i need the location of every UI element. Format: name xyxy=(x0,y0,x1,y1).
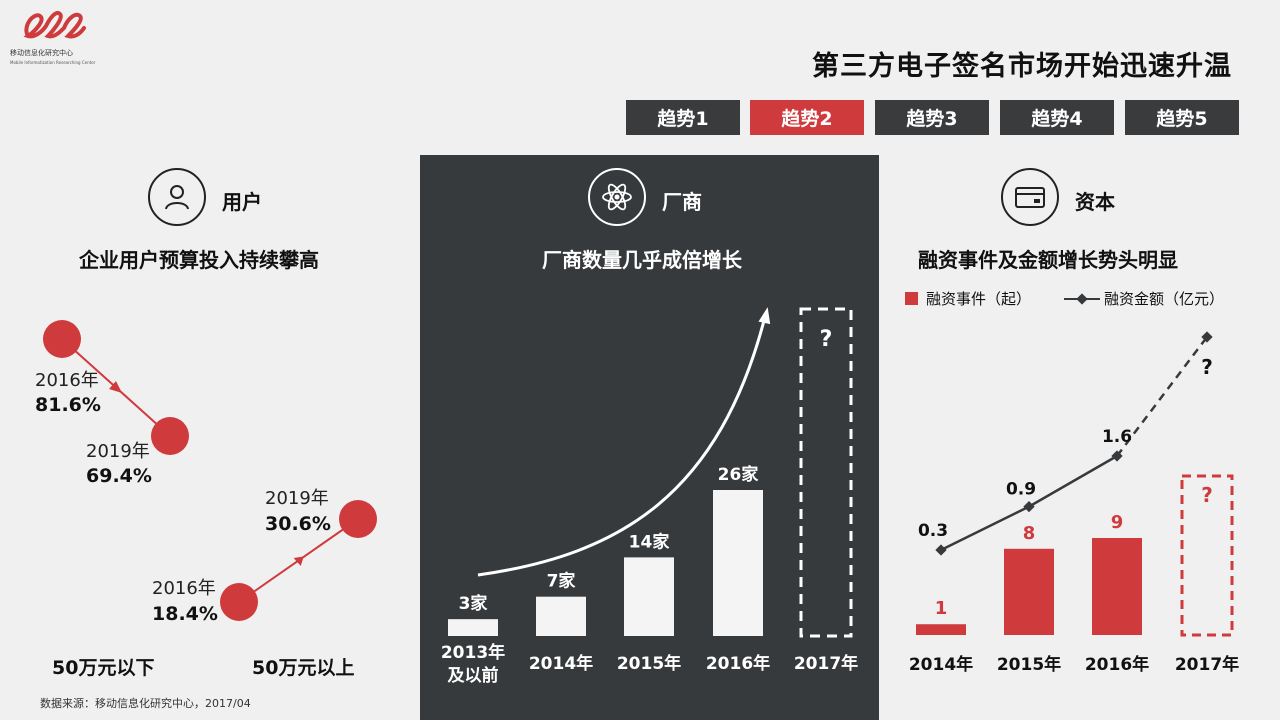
above-2019-point xyxy=(339,500,377,538)
users-icon-ring xyxy=(148,168,206,226)
funding-amount-projection xyxy=(1116,336,1208,457)
above-2016-point xyxy=(220,583,258,621)
tab-trend-1[interactable]: 趋势1 xyxy=(626,100,740,135)
vendors-label: 厂商 xyxy=(662,190,702,214)
capital-x-label: 2014年 xyxy=(909,654,973,675)
funding-event-label: 8 xyxy=(1023,523,1036,544)
vendor-x-label: 2013年 xyxy=(441,642,505,663)
vendor-bar-label: ? xyxy=(820,327,833,352)
capital-x-label: 2017年 xyxy=(1175,654,1239,675)
funding-amount-point xyxy=(935,544,947,556)
capital-x-label: 2015年 xyxy=(997,654,1061,675)
legend-line-label: 融资金额（亿元） xyxy=(1104,290,1225,308)
below-category: 50万元以下 xyxy=(52,657,155,679)
funding-amount-label: 0.3 xyxy=(918,521,948,541)
below-2016-year: 2016年 xyxy=(35,370,99,391)
funding-amount-label: 0.9 xyxy=(1006,480,1036,500)
legend-bar-label: 融资事件（起） xyxy=(926,290,1032,308)
vendor-bar xyxy=(448,619,498,636)
logo-name: 移动信息化研究中心 xyxy=(10,49,73,57)
funding-event-label: 1 xyxy=(935,598,948,619)
vendor-x-label: 2015年 xyxy=(617,653,681,674)
below-2016-value: 81.6% xyxy=(35,394,101,416)
vendor-bar xyxy=(624,557,674,636)
vendor-bar-label: 7家 xyxy=(547,571,576,592)
capital-icon-ring xyxy=(1001,168,1059,226)
legend-line-swatch xyxy=(1064,293,1100,305)
funding-event-label: ? xyxy=(1201,483,1213,507)
below-2016-point xyxy=(43,320,81,358)
logo-subtitle: Mobile Informatization Researching Cente… xyxy=(10,60,96,65)
tab-trend-3[interactable]: 趋势3 xyxy=(875,100,989,135)
funding-event-bar xyxy=(1004,548,1054,635)
above-2016-year: 2016年 xyxy=(152,578,216,599)
funding-amount-point xyxy=(1111,450,1123,462)
tab-trend-5[interactable]: 趋势5 xyxy=(1125,100,1239,135)
vendors-subtitle: 厂商数量几乎成倍增长 xyxy=(542,248,742,272)
growth-curve xyxy=(477,312,768,577)
below-2019-value: 69.4% xyxy=(86,465,152,487)
vendor-bar xyxy=(713,490,763,636)
above-2016-value: 18.4% xyxy=(152,603,218,625)
card-icon xyxy=(1015,187,1045,208)
growth-arrowhead xyxy=(758,307,771,325)
funding-event-bar xyxy=(916,624,966,635)
funding-event-label: 9 xyxy=(1111,512,1124,533)
above-category: 50万元以上 xyxy=(252,657,355,679)
funding-amount-label: ? xyxy=(1201,355,1213,379)
funding-amount-point xyxy=(1023,500,1035,513)
above-2019-year: 2019年 xyxy=(265,488,329,509)
logo: 移动信息化研究中心 Mobile Informatization Researc… xyxy=(8,6,108,68)
capital-x-label: 2016年 xyxy=(1085,654,1149,675)
legend-bar-swatch xyxy=(905,292,918,305)
tab-trend-2[interactable]: 趋势2 xyxy=(750,100,864,135)
data-source: 数据来源：移动信息化研究中心，2017/04 xyxy=(40,697,251,710)
page-title: 第三方电子签名市场开始迅速升温 xyxy=(812,51,1232,82)
atom-icon xyxy=(602,183,632,211)
below-2019-year: 2019年 xyxy=(86,441,150,462)
vendor-bar xyxy=(536,596,586,636)
vendor-bar-label: 14家 xyxy=(629,531,670,552)
funding-projected-bar xyxy=(1180,474,1234,637)
vendor-x-label-line2: 及以前 xyxy=(448,665,499,686)
below-arrow xyxy=(109,381,122,393)
above-arrow xyxy=(293,556,304,567)
vendor-projected-bar xyxy=(799,307,853,638)
capital-label: 资本 xyxy=(1075,190,1115,214)
logo-mark xyxy=(23,11,86,39)
funding-amount-point xyxy=(1201,331,1213,343)
users-chart xyxy=(43,320,377,621)
capital-chart: 1 2014年 8 2015年 9 2016年? 2017年 ? 0.3 0.9 1.6 xyxy=(909,331,1239,675)
vendor-x-label: 2017年 xyxy=(794,653,858,674)
users-label: 用户 xyxy=(222,190,262,214)
capital-subtitle: 融资事件及金额增长势头明显 xyxy=(918,248,1178,272)
funding-event-bar xyxy=(1092,538,1142,635)
vendors-icon-ring xyxy=(588,168,646,226)
above-2019-value: 30.6% xyxy=(265,513,331,535)
users-subtitle: 企业用户预算投入持续攀高 xyxy=(79,248,319,272)
vendor-bar-label: 3家 xyxy=(459,593,488,614)
vendor-x-label: 2016年 xyxy=(706,653,770,674)
funding-amount-label: 1.6 xyxy=(1102,427,1132,447)
vendor-x-label: 2014年 xyxy=(529,653,593,674)
vendor-bar-label: 26家 xyxy=(718,464,759,485)
tab-trend-4[interactable]: 趋势4 xyxy=(1000,100,1114,135)
user-icon xyxy=(165,185,189,210)
below-2019-point xyxy=(151,417,189,455)
